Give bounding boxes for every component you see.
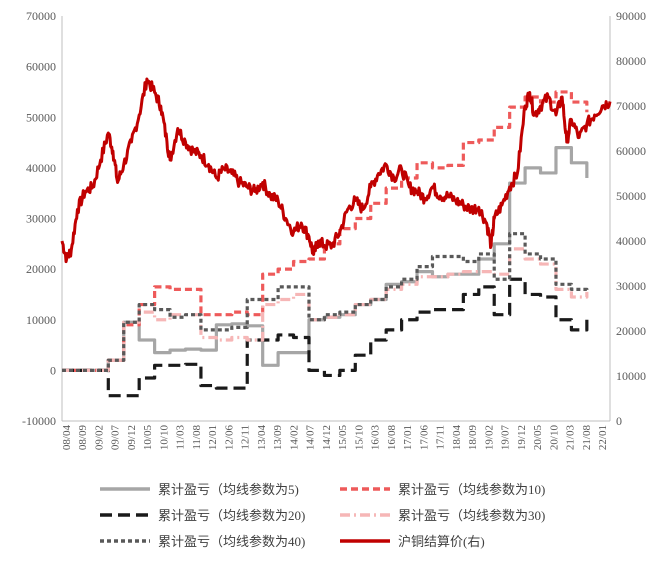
x-tick-label: 14/12: [321, 425, 333, 450]
x-tick-label: 15/10: [353, 425, 365, 451]
y-right-tick-label: 10000: [616, 369, 646, 383]
x-tick-label: 20/05: [532, 425, 544, 451]
y-left-tick-label: -10000: [22, 414, 56, 428]
y-left-tick-label: 50000: [26, 110, 56, 124]
x-tick-label: 12/11: [240, 425, 252, 450]
x-tick-label: 14/02: [288, 425, 300, 450]
y-left-tick-label: 20000: [26, 262, 56, 276]
y-right-tick-label: 70000: [616, 99, 646, 113]
legend-label: 累计盈亏（均线参数为5): [158, 482, 299, 497]
x-tick-label: 08/04: [61, 425, 73, 451]
series-line: [62, 277, 589, 398]
x-tick-label: 17/01: [402, 425, 414, 450]
x-tick-label: 13/09: [272, 425, 284, 451]
x-tick-label: 11/08: [191, 425, 203, 450]
x-tick-label: 13/04: [256, 425, 268, 451]
series-line: [62, 90, 589, 372]
x-tick-label: 15/05: [337, 425, 349, 451]
x-tick-label: 17/06: [418, 425, 430, 451]
x-tick-label: 16/08: [386, 425, 398, 451]
x-tick-label: 18/09: [467, 425, 479, 451]
y-right-tick-label: 50000: [616, 189, 646, 203]
x-tick-label: 14/07: [305, 425, 317, 451]
legend-label: 累计盈亏（均线参数为10): [398, 482, 545, 497]
series-line: [60, 77, 612, 264]
x-tick-label: 10/10: [158, 425, 170, 451]
x-tick-label: 19/07: [500, 425, 512, 451]
y-left-tick-label: 0: [50, 363, 56, 377]
y-right-tick-label: 80000: [616, 54, 646, 68]
y-left-tick-label: 40000: [26, 161, 56, 175]
x-tick-label: 09/02: [93, 425, 105, 450]
series-layer: [60, 77, 612, 398]
y-left-tick-label: 30000: [26, 212, 56, 226]
x-tick-label: 10/05: [142, 425, 154, 451]
y-right-tick-label: 60000: [616, 144, 646, 158]
x-tick-label: 09/07: [110, 425, 122, 451]
x-tick-label: 19/02: [483, 425, 495, 450]
y-right-tick-label: 30000: [616, 279, 646, 293]
legend-label: 累计盈亏（均线参数为20): [158, 508, 305, 523]
legend-label: 沪铜结算价(右): [398, 534, 485, 549]
x-tick-label: 12/01: [207, 425, 219, 450]
legend-layer: 累计盈亏（均线参数为5) 累计盈亏（均线参数为10) 累计盈亏（均线参数为20) 累计…: [100, 482, 545, 549]
y-right-tick-label: 40000: [616, 234, 646, 248]
y-left-tick-label: 10000: [26, 313, 56, 327]
y-right-tick-label: 20000: [616, 324, 646, 338]
x-tick-label: 09/12: [126, 425, 138, 450]
y-left-tick-label: 60000: [26, 60, 56, 74]
axes-layer: -10000 0 10000 20000 30000 40000 50000 60000 700…: [22, 9, 646, 450]
legend-label: 累计盈亏（均线参数为40): [158, 534, 305, 549]
y-right-tick-label: 90000: [616, 9, 646, 23]
x-tick-label: 20/10: [548, 425, 560, 451]
y-left-tick-label: 70000: [26, 9, 56, 23]
x-tick-label: 08/09: [77, 425, 89, 451]
x-tick-label: 11/03: [175, 425, 187, 450]
x-tick-label: 21/08: [581, 425, 593, 451]
x-tick-label: 22/01: [597, 425, 609, 450]
legend-label: 累计盈亏（均线参数为30): [398, 508, 545, 523]
x-tick-label: 21/03: [565, 425, 577, 451]
x-tick-label: 18/04: [451, 425, 463, 451]
x-tick-label: 16/03: [370, 425, 382, 451]
x-tick-label: 12/06: [223, 425, 235, 451]
series-line: [62, 232, 589, 372]
x-tick-label: 17/11: [435, 425, 447, 450]
x-tick-label: 19/12: [516, 425, 528, 450]
y-right-tick-label: 0: [616, 414, 622, 428]
